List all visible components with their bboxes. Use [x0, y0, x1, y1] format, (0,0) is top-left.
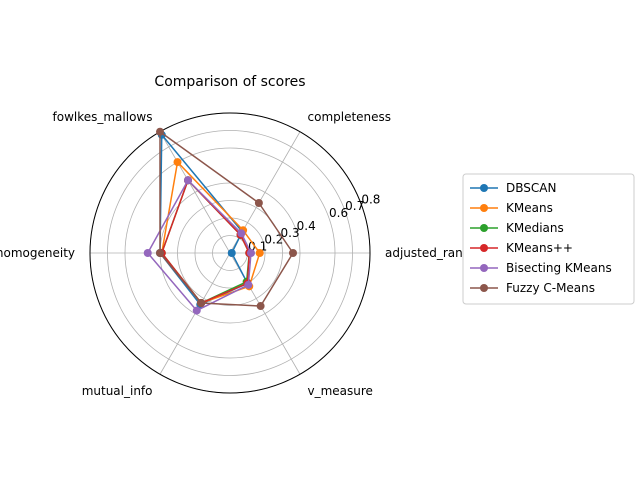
- axis-label: homogeneity: [0, 246, 75, 260]
- legend-label: KMedians: [506, 221, 564, 235]
- axis-label: adjusted_rand: [385, 246, 470, 260]
- axis-label: mutual_info: [82, 384, 153, 398]
- legend-label: Fuzzy C-Means: [506, 281, 595, 295]
- legend-label: KMeans: [506, 201, 553, 215]
- data-point: [254, 198, 263, 207]
- axis-label: fowlkes_mallows: [53, 110, 153, 124]
- data-point: [237, 229, 246, 238]
- legend-frame: [462, 173, 635, 305]
- r-tick-label: 0.3: [281, 226, 300, 240]
- legend-label: Bisecting KMeans: [506, 261, 612, 275]
- legend-label: KMeans++: [506, 241, 573, 255]
- r-tick-label: 0.4: [297, 219, 316, 233]
- chart-title: Comparison of scores: [154, 74, 305, 90]
- data-point: [143, 249, 152, 257]
- r-tick-label: 0.8: [361, 192, 380, 206]
- axis-label: completeness: [308, 110, 392, 124]
- legend-marker: [480, 244, 488, 252]
- data-point: [173, 158, 182, 167]
- data-point: [156, 249, 164, 257]
- axis-labels: adjusted_rand completeness fowlkes_mallows…: [0, 110, 470, 398]
- data-point: [192, 306, 201, 315]
- data-point: [289, 249, 297, 257]
- legend-marker: [480, 204, 488, 212]
- legend-marker: [480, 284, 488, 292]
- data-point: [256, 302, 265, 311]
- data-point: [184, 176, 192, 185]
- legend: DBSCAN KMeans KMedians KMeans++ Bisecting KM…: [462, 173, 635, 305]
- polar-frame: [89, 112, 371, 394]
- r-tick-label: 0.2: [264, 233, 283, 247]
- data-point: [247, 249, 255, 257]
- data-point: [255, 249, 264, 257]
- r-tick-label: 0.7: [345, 199, 364, 213]
- data-point: [197, 299, 206, 308]
- axis-label: v_measure: [308, 384, 373, 398]
- r-tick-label: 0.6: [329, 206, 348, 220]
- legend-marker: [480, 224, 488, 232]
- legend-label: DBSCAN: [506, 181, 556, 195]
- data-point: [244, 280, 253, 289]
- grid-spoke: [159, 131, 231, 254]
- legend-marker: [480, 184, 488, 192]
- series-layer: [143, 127, 297, 315]
- data-point: [156, 127, 164, 136]
- data-point: [227, 249, 236, 257]
- legend-marker: [480, 264, 488, 272]
